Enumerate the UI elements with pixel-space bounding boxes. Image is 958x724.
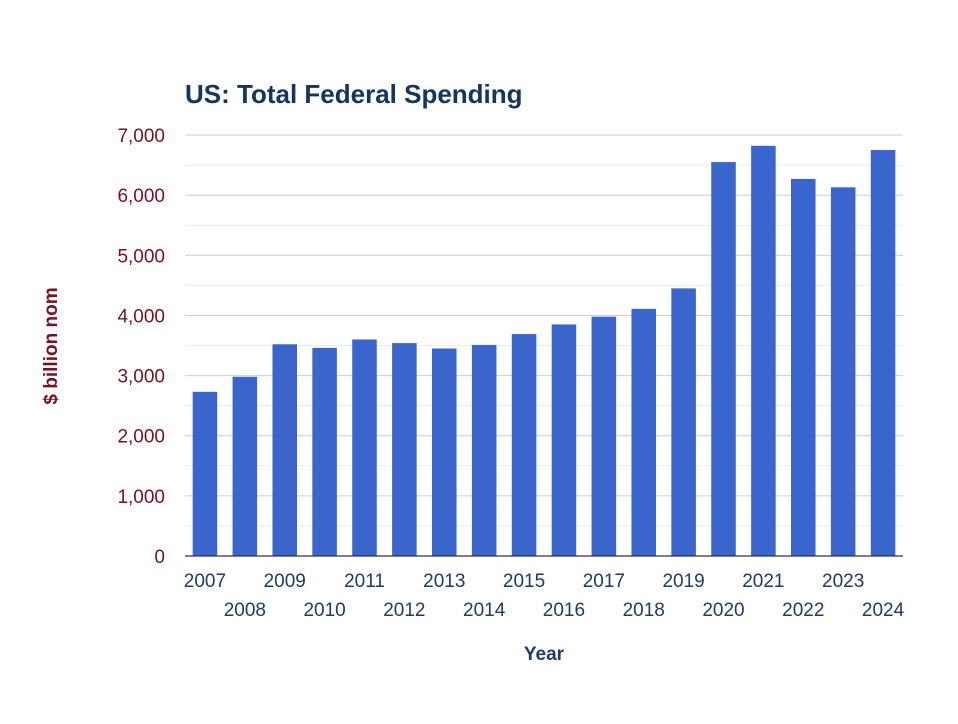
x-tick-label: 2016 — [543, 600, 585, 621]
x-axis-ticks: 2007 2008 2009 2010 2011 2012 2013 2014 2015 2016… — [184, 571, 905, 621]
x-tick-label: 2010 — [303, 600, 345, 621]
x-tick-label: 2012 — [383, 600, 425, 621]
y-tick-label: 6,000 — [117, 186, 165, 207]
x-tick-label: 2021 — [742, 571, 784, 592]
x-tick-label: 2018 — [623, 600, 665, 621]
x-tick-label: 2023 — [822, 571, 864, 592]
bar-2023 — [830, 187, 856, 556]
bar-2015 — [511, 334, 537, 556]
y-tick-label: 3,000 — [117, 367, 165, 388]
bar-2016 — [551, 324, 577, 556]
bar-2008 — [232, 376, 258, 556]
bar-2007 — [192, 391, 218, 556]
x-tick-label: 2013 — [423, 571, 465, 592]
y-tick-label: 0 — [154, 547, 165, 568]
bar-2017 — [591, 316, 617, 556]
bar-2010 — [312, 347, 337, 556]
x-tick-label: 2020 — [702, 600, 744, 621]
bar-2014 — [471, 344, 497, 556]
bar-2024 — [870, 150, 896, 557]
y-axis-label: $ billion nom — [41, 287, 62, 404]
x-tick-label: 2017 — [583, 571, 625, 592]
y-axis-ticks: 0 1,000 2,000 3,000 4,000 5,000 6,000 7,000 — [117, 126, 165, 568]
bar-2018 — [631, 308, 656, 556]
bar-2020 — [711, 162, 736, 557]
bar-2022 — [791, 178, 816, 556]
x-tick-label: 2009 — [264, 571, 306, 592]
x-tick-label: 2019 — [662, 571, 704, 592]
y-tick-label: 5,000 — [117, 246, 165, 267]
grid — [185, 134, 903, 527]
x-tick-label: 2008 — [224, 600, 266, 621]
y-tick-label: 4,000 — [117, 306, 165, 327]
chart-title: US: Total Federal Spending — [185, 79, 523, 109]
bar-2021 — [751, 145, 776, 556]
bar-2011 — [352, 339, 377, 556]
bar-2013 — [432, 348, 457, 556]
bar-2009 — [272, 344, 297, 556]
bar-2012 — [392, 343, 417, 556]
x-tick-label: 2022 — [782, 600, 824, 621]
x-tick-label: 2011 — [344, 571, 385, 592]
x-tick-label: 2024 — [862, 600, 905, 621]
x-tick-label: 2007 — [184, 571, 226, 592]
y-tick-label: 1,000 — [117, 487, 165, 508]
x-axis-label: Year — [524, 644, 565, 665]
y-tick-label: 2,000 — [117, 427, 165, 448]
bar-2019 — [671, 288, 696, 556]
x-tick-label: 2015 — [503, 571, 545, 592]
y-tick-label: 7,000 — [117, 126, 165, 147]
x-tick-label: 2014 — [463, 600, 506, 621]
bars — [192, 145, 896, 557]
